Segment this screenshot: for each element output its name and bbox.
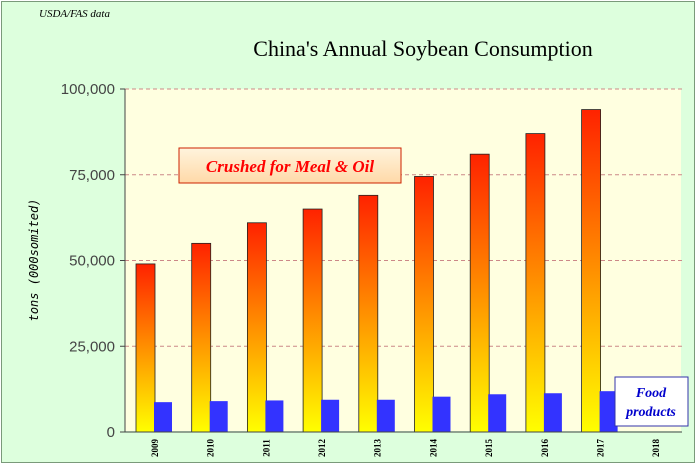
bar-crushed-2011 bbox=[246, 222, 267, 433]
bar-crushed-2014 bbox=[414, 176, 434, 433]
annotation-crushed: Crushed for Meal & Oil bbox=[178, 147, 402, 184]
annotation-food-box bbox=[614, 376, 689, 427]
x-tick-label: 2017 bbox=[596, 439, 606, 458]
bar-food-2017 bbox=[599, 391, 618, 432]
x-tick-label: 2014 bbox=[428, 439, 438, 458]
bar-food-2013 bbox=[376, 399, 395, 432]
y-tick-label: 75,000 bbox=[69, 167, 115, 184]
annotation-food: Food products bbox=[614, 376, 689, 427]
annotation-crushed-box bbox=[178, 147, 402, 184]
x-tick-label: 2010 bbox=[206, 439, 216, 458]
bar-crushed-2012 bbox=[302, 208, 323, 433]
x-axis-ticks: 2009 2010 2011 2012 2013 2014 2015 2016 2017 2018 bbox=[150, 439, 661, 458]
x-tick-label: 2011 bbox=[261, 439, 271, 457]
bar-crushed-2013 bbox=[358, 194, 379, 433]
chart-title: China's Annual Soybean Consumption bbox=[253, 36, 592, 61]
x-tick-label: 2012 bbox=[317, 439, 327, 458]
y-tick-label: 50,000 bbox=[69, 253, 115, 270]
y-axis-ticks: 0 25,000 50,000 75,000 100,000 bbox=[61, 81, 125, 441]
source-note: USDA/FAS data bbox=[39, 8, 110, 20]
y-tick-label: 100,000 bbox=[61, 81, 115, 98]
bar-crushed-2017 bbox=[581, 109, 601, 433]
x-tick-label: 2015 bbox=[484, 439, 494, 458]
x-tick-label: 2013 bbox=[373, 439, 383, 458]
bar-food-2015 bbox=[488, 394, 507, 432]
bar-crushed-2016 bbox=[525, 133, 546, 433]
bar-food-2014 bbox=[432, 396, 451, 432]
bar-crushed-2010 bbox=[191, 242, 212, 433]
y-tick-label: 25,000 bbox=[69, 338, 115, 355]
annotation-food-line-1: Food bbox=[635, 386, 667, 401]
bar-crushed-2015 bbox=[469, 153, 490, 433]
annotation-food-line-2: products bbox=[625, 405, 676, 420]
bar-crushed-2009 bbox=[135, 263, 156, 433]
y-tick-label: 0 bbox=[107, 424, 115, 441]
bar-food-2016 bbox=[543, 393, 562, 432]
bar-food-2010 bbox=[209, 401, 228, 432]
x-tick-label: 2018 bbox=[651, 439, 661, 458]
y-axis-label: tons (000somited) bbox=[27, 199, 41, 322]
x-tick-label: 2016 bbox=[540, 439, 550, 458]
annotation-crushed-text: Crushed for Meal & Oil bbox=[206, 157, 374, 176]
bar-food-2012 bbox=[321, 399, 340, 432]
bar-food-2009 bbox=[154, 402, 172, 432]
bar-food-2011 bbox=[265, 400, 284, 432]
x-tick-label: 2009 bbox=[150, 439, 160, 458]
